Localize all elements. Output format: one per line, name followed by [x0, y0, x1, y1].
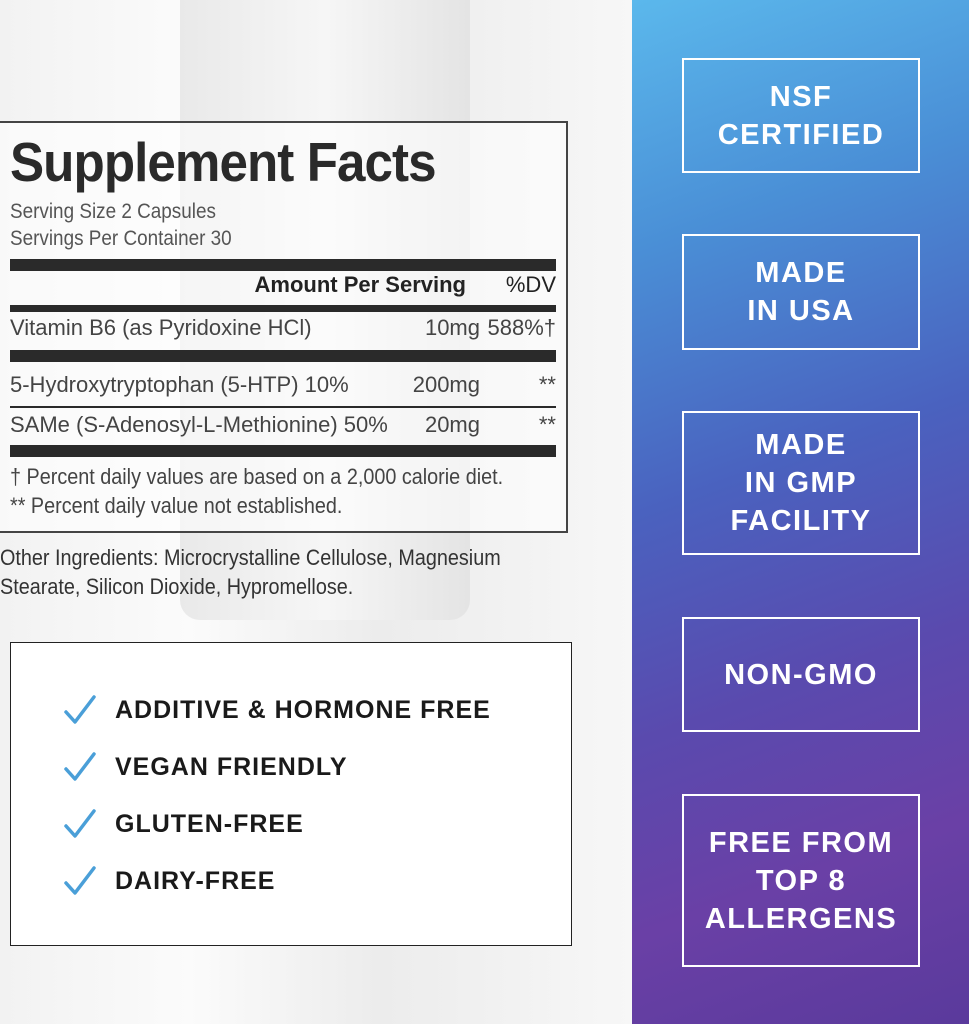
- facts-title: Supplement Facts: [10, 131, 437, 193]
- table-row: SAMe (S-Adenosyl-L-Methionine) 50% 20mg …: [10, 412, 556, 442]
- header-dv: %DV: [505, 272, 556, 297]
- list-item: ADDITIVE & HORMONE FREE: [63, 693, 491, 727]
- list-item: GLUTEN-FREE: [63, 807, 304, 841]
- badge-made-in-usa: MADE IN USA: [682, 234, 920, 350]
- other-ingredients: Other Ingredients: Microcrystalline Cell…: [0, 545, 501, 599]
- ingredient-amount: 20mg: [424, 412, 480, 437]
- list-item-label: GLUTEN-FREE: [115, 809, 304, 838]
- ingredient-name: Vitamin B6 (as Pyridoxine HCl): [10, 315, 312, 340]
- ingredient-dv: 588%†: [487, 315, 556, 340]
- features-checklist: ADDITIVE & HORMONE FREE VEGAN FRIENDLY G…: [10, 642, 572, 946]
- checkmark-icon: [64, 809, 96, 838]
- divider: [10, 305, 556, 312]
- ingredient-dv: **: [538, 412, 556, 437]
- badge-non-gmo: NON-GMO: [682, 617, 920, 732]
- list-item: VEGAN FRIENDLY: [63, 750, 348, 784]
- footnote-not-established: ** Percent daily value not established.: [10, 493, 343, 518]
- divider: [10, 350, 556, 362]
- badge-allergen-free: FREE FROM TOP 8 ALLERGENS: [682, 794, 920, 967]
- ingredient-name: 5-Hydroxytryptophan (5-HTP) 10%: [10, 372, 349, 397]
- header-row: Amount Per Serving %DV: [10, 272, 556, 302]
- ingredient-amount: 10mg: [424, 315, 480, 340]
- servings-per-container: Servings Per Container 30: [10, 227, 232, 250]
- list-item: DAIRY-FREE: [63, 864, 275, 898]
- list-item-label: DAIRY-FREE: [115, 866, 276, 895]
- table-row: 5-Hydroxytryptophan (5-HTP) 10% 200mg **: [10, 372, 556, 402]
- divider: [10, 406, 556, 408]
- checkmark-icon: [64, 695, 96, 724]
- ingredient-name: SAMe (S-Adenosyl-L-Methionine) 50%: [10, 412, 388, 437]
- ingredient-dv: **: [538, 372, 556, 397]
- header-amount: Amount Per Serving: [254, 272, 466, 297]
- footnote-dv: † Percent daily values are based on a 2,…: [10, 464, 504, 489]
- certifications-panel: NSF CERTIFIED MADE IN USA MADE IN GMP FA…: [632, 0, 969, 1024]
- list-item-label: ADDITIVE & HORMONE FREE: [115, 695, 491, 724]
- ingredient-amount: 200mg: [412, 372, 480, 397]
- serving-size: Serving Size 2 Capsules: [10, 200, 216, 223]
- checkmark-icon: [64, 866, 96, 895]
- list-item-label: VEGAN FRIENDLY: [115, 752, 348, 781]
- supplement-facts-panel: [0, 121, 568, 533]
- divider: [10, 259, 556, 271]
- badge-nsf-certified: NSF CERTIFIED: [682, 58, 920, 173]
- badge-gmp-facility: MADE IN GMP FACILITY: [682, 411, 920, 555]
- checkmark-icon: [64, 752, 96, 781]
- divider: [10, 445, 556, 457]
- table-row: Vitamin B6 (as Pyridoxine HCl) 10mg 588%…: [10, 315, 556, 345]
